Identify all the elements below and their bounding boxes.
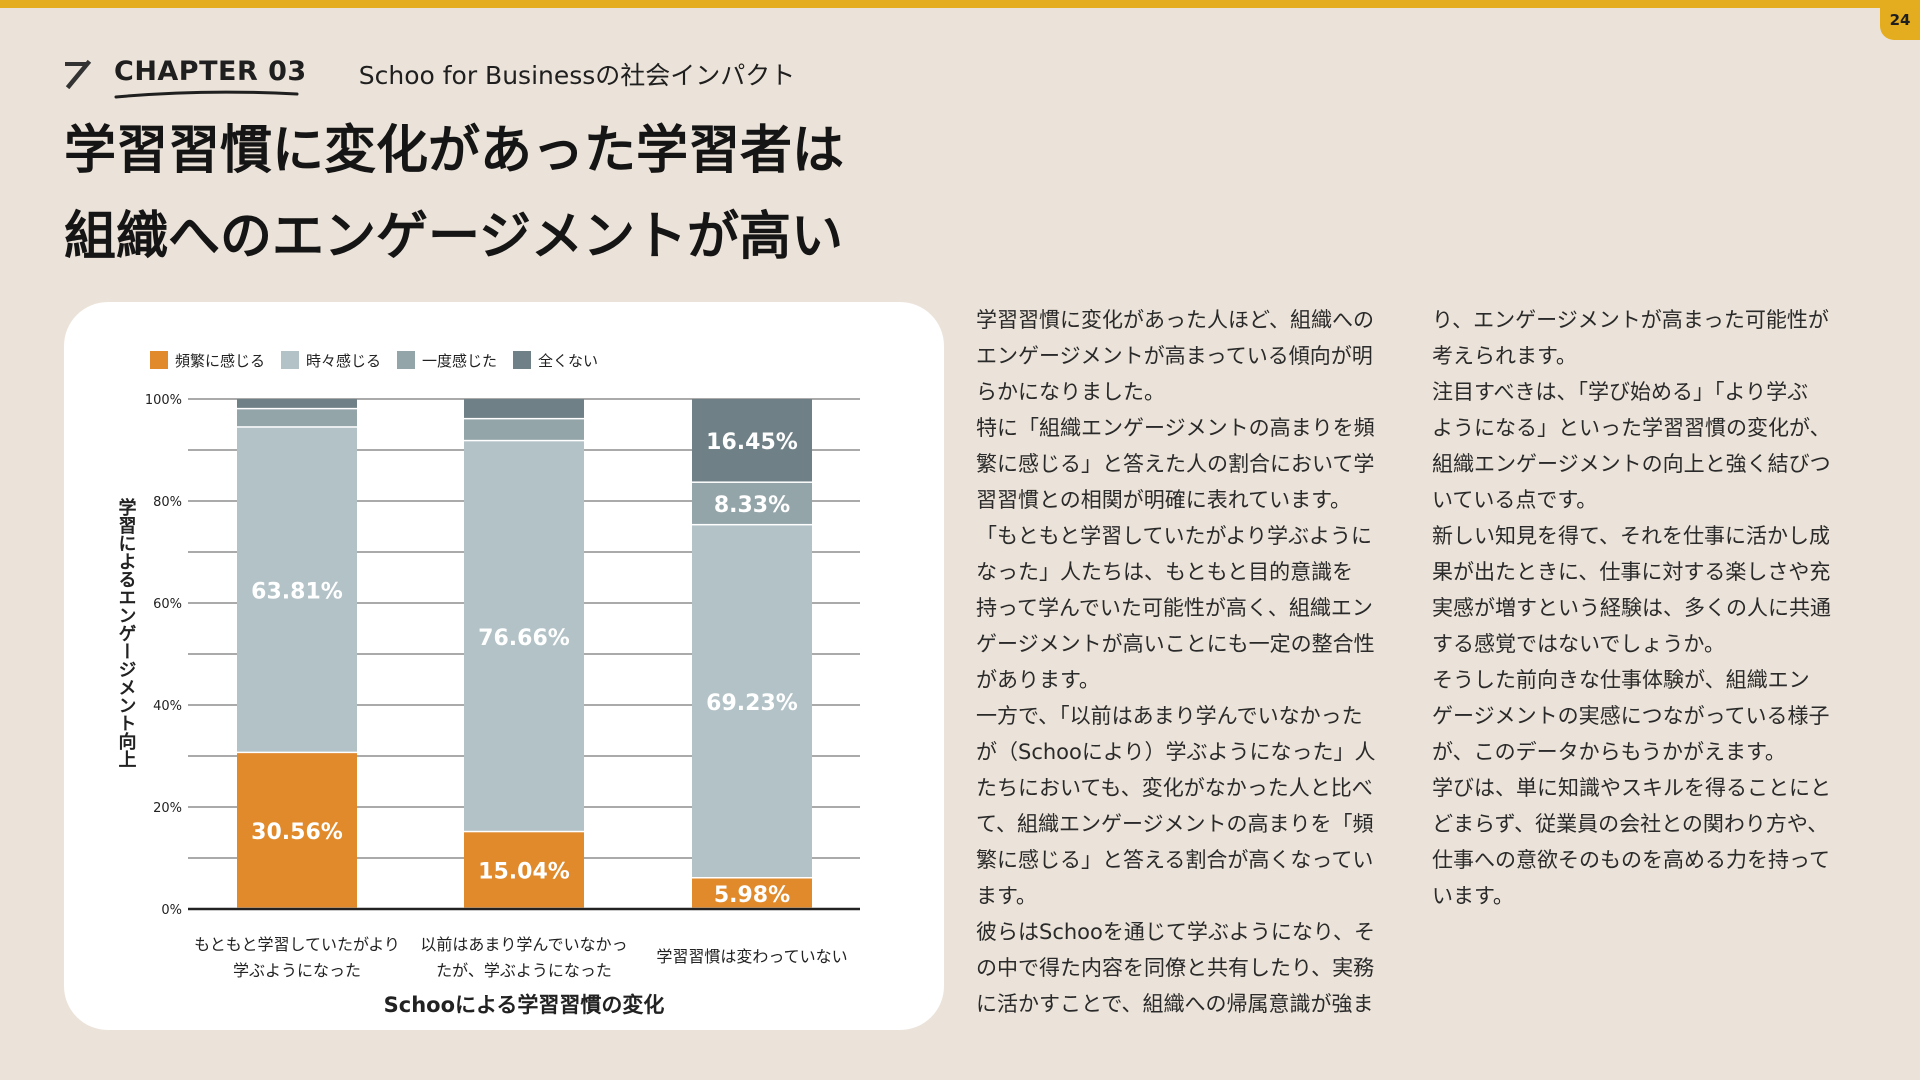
chart-card: 0% 20% 40% 60% 80% 100% 学習によるエンゲージメント向上 30.56% 6…: [64, 302, 944, 1030]
chapter-subtitle: Schoo for Businessの社会インパクト: [358, 61, 796, 90]
page-title: 学習習慣に変化があった学習者は 組織へのエンゲージメントが高い: [64, 108, 844, 280]
x-category-label: 学ぶようになった: [233, 961, 361, 980]
chapter-label-text: CHAPTER 03: [114, 55, 307, 87]
legend-swatch: [513, 351, 531, 369]
page-title-line-2: 組織へのエンゲージメントが高い: [64, 207, 843, 267]
y-axis-label: 学習によるエンゲージメント向上: [116, 497, 137, 768]
top-accent-bar: [0, 0, 1920, 8]
bar-segment: [692, 482, 812, 524]
body-column-1: 学習習慣に変化があった人ほど、組織への エンゲージメントが高まっている傾向が明 …: [976, 302, 1418, 1022]
bar-segment: [464, 419, 584, 440]
bar-data-label: 30.56%: [251, 820, 343, 845]
page-title-line-1: 学習習慣に変化があった学習者は: [64, 121, 845, 181]
bar-data-label: 69.23%: [706, 691, 798, 716]
chapter-underline: [114, 90, 299, 98]
bar-segment: [464, 441, 584, 831]
y-tick-label: 80%: [153, 495, 182, 510]
legend-item-label: 頻繁に感じる: [175, 352, 265, 370]
slash-icon: [65, 59, 92, 89]
bar-segment: [237, 409, 357, 427]
legend-swatch: [281, 351, 299, 369]
y-tick-label: 40%: [153, 699, 182, 714]
bar-segment: [237, 427, 357, 752]
x-category-label: 以前はあまり学んでいなかっ: [420, 935, 627, 954]
body-text-2: り、エンゲージメントが高まった可能性が 考えられます。 注目すべきは、「学び始め…: [1432, 308, 1831, 908]
bar-data-label: 76.66%: [478, 626, 570, 651]
bar-segment: [692, 878, 812, 908]
bar-data-label: 5.98%: [714, 883, 790, 908]
body-text-1: 学習習慣に変化があった人ほど、組織への エンゲージメントが高まっている傾向が明 …: [976, 308, 1376, 1016]
bar-data-label: 16.45%: [706, 430, 798, 455]
stacked-bar-chart: 0% 20% 40% 60% 80% 100% 学習によるエンゲージメント向上 30.56% 6…: [116, 351, 860, 1017]
y-tick-label: 20%: [153, 801, 182, 816]
bar-segment: [237, 399, 357, 408]
bar-data-label: 15.04%: [478, 860, 570, 885]
body-column-2: り、エンゲージメントが高まった可能性が 考えられます。 注目すべきは、「学び始め…: [1432, 302, 1874, 914]
x-category-label: もともと学習していたがより: [194, 935, 400, 954]
bar-data-label: 63.81%: [251, 579, 343, 604]
bar-data-label: 8.33%: [714, 493, 790, 518]
y-tick-label: 0%: [161, 903, 182, 918]
y-tick-label: 100%: [145, 393, 182, 408]
legend-swatch: [150, 351, 168, 369]
bar-segment: [692, 399, 812, 482]
bar-segment: [692, 525, 812, 878]
legend-item-label: 時々感じる: [306, 352, 381, 370]
page-number: 24: [1880, 0, 1920, 40]
y-tick-label: 60%: [153, 597, 182, 612]
x-category-label: たが、学ぶようになった: [436, 961, 612, 980]
legend-item-label: 一度感じた: [422, 352, 497, 370]
bar-segment: [237, 753, 357, 908]
x-category-label: 学習習慣は変わっていない: [656, 947, 847, 966]
chapter-header: CHAPTER 03 Schoo for Businessの社会インパクト: [64, 52, 796, 98]
chapter-label: CHAPTER 03: [114, 55, 307, 98]
bar-segment: [464, 399, 584, 418]
legend-swatch: [397, 351, 415, 369]
x-axis-label: Schooによる学習習慣の変化: [384, 993, 665, 1017]
bar-segment: [464, 832, 584, 908]
legend-item-label: 全くない: [538, 352, 598, 370]
